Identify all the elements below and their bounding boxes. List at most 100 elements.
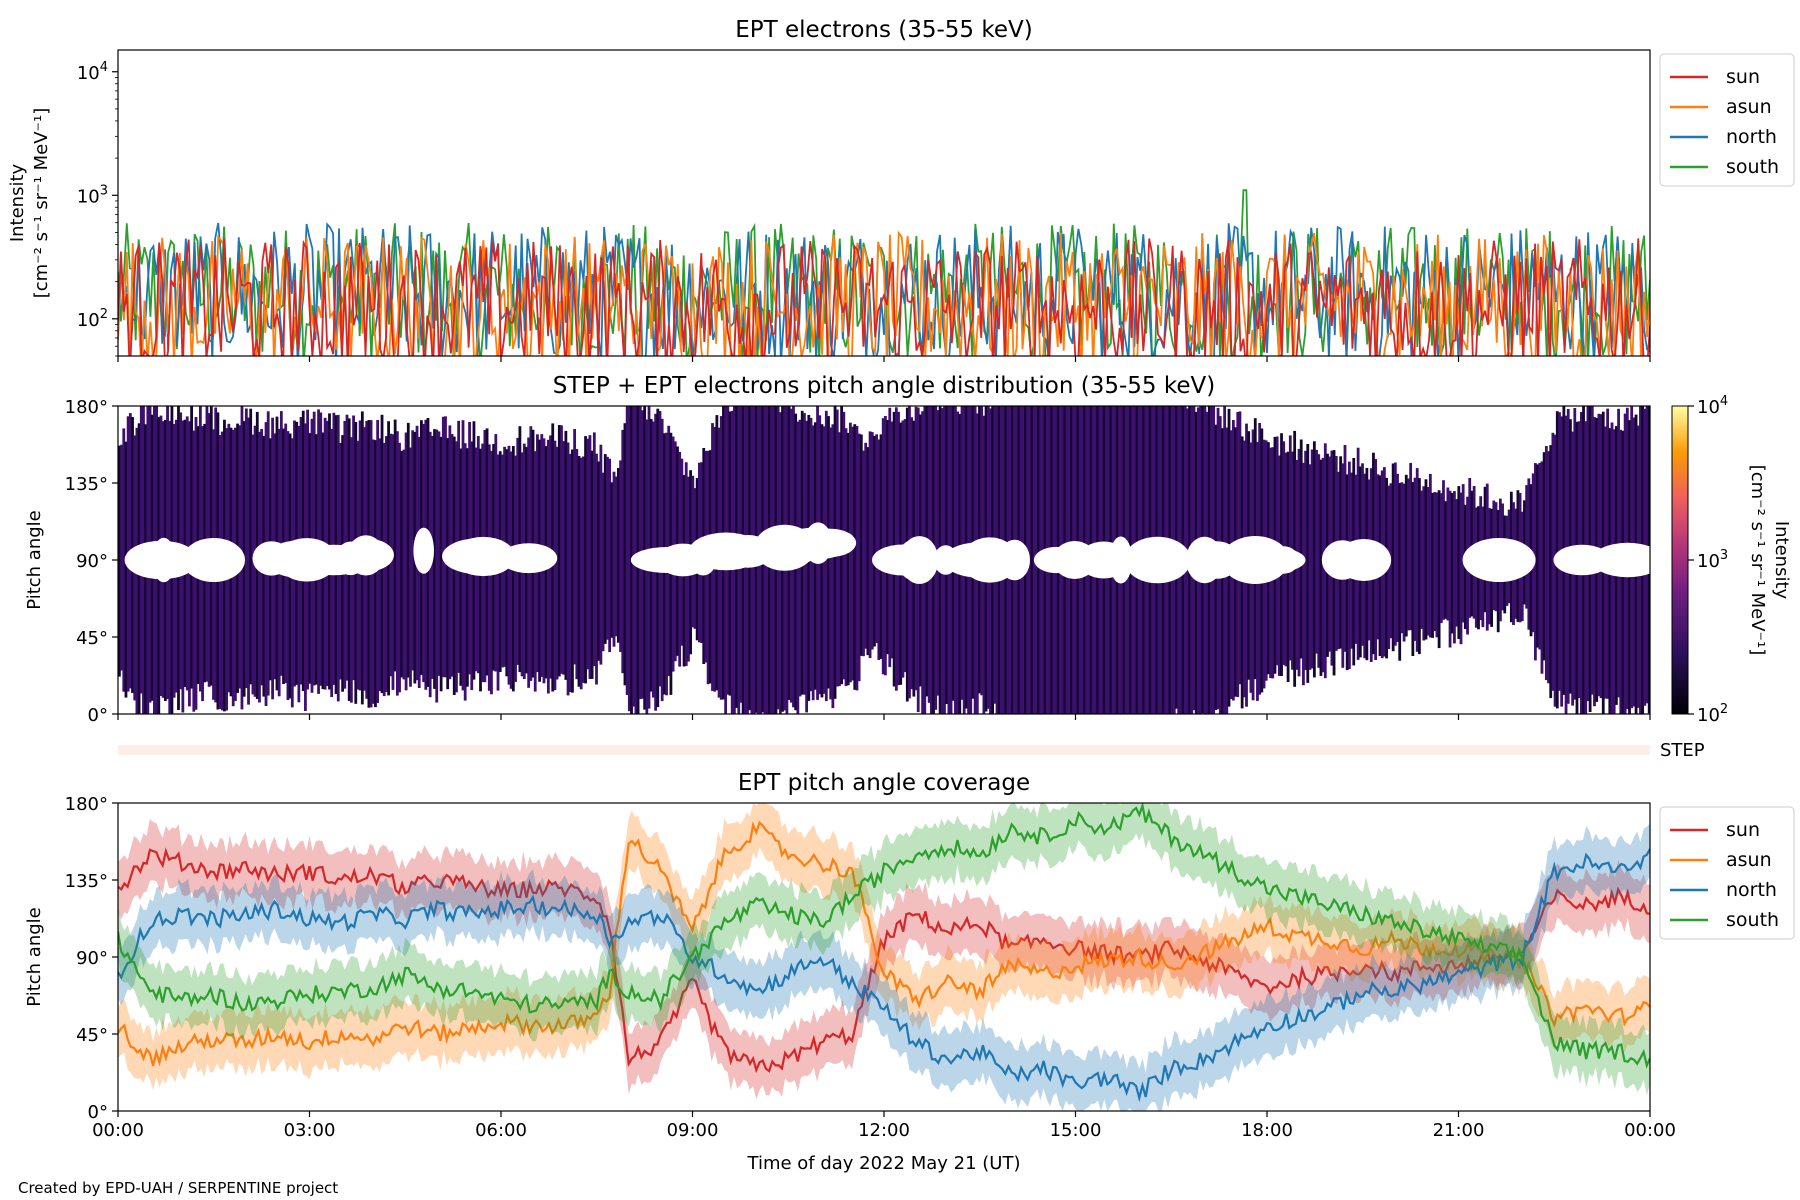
panel1-ylabel: Intensity (7, 163, 28, 242)
y-tick-label: 45° (76, 628, 108, 649)
panel3-x-ticks: 00:00 03:00 06:00 09:00 12:00 15:00 18:00 21:00… (92, 1111, 1676, 1141)
y-tick-label: 0° (88, 1102, 108, 1123)
pad-column (557, 425, 561, 677)
pad-gap (900, 536, 939, 584)
pad-column (1404, 474, 1408, 637)
pad-gap (152, 537, 176, 583)
pad-column (1453, 491, 1456, 644)
pad-column (1544, 446, 1548, 681)
pad-gap (500, 543, 558, 574)
pad-column (1306, 444, 1310, 683)
pad-column (597, 461, 601, 661)
pad-column (437, 431, 441, 676)
legend-label-sun: sun (1726, 66, 1760, 88)
pad-column (603, 454, 607, 644)
pad-column (124, 441, 128, 698)
pad-gap (944, 545, 998, 575)
pad-column (606, 456, 609, 640)
pad-column (829, 427, 833, 700)
colorbar-tick-label: 103 (1697, 548, 1728, 572)
pad-column (890, 421, 894, 659)
pad-gap (413, 527, 435, 574)
legend-label-south: south (1726, 909, 1779, 931)
pad-column (1418, 478, 1421, 655)
pad-column (625, 406, 629, 695)
pad-column (1400, 482, 1404, 634)
pad-column (435, 429, 439, 703)
pad-column (623, 423, 627, 686)
panel1-y-ticks: 102 103 104 (77, 60, 118, 357)
intensity-series-area (118, 189, 1650, 356)
legend-box (1659, 53, 1795, 187)
x-tick-label: 09:00 (667, 1120, 719, 1141)
pad-column (509, 451, 513, 689)
panel2-y-ticks: 0° 45° 90° 135° 180° (65, 397, 118, 726)
x-tick-label: 03:00 (284, 1120, 336, 1141)
x-tick-label: 21:00 (1433, 1120, 1485, 1141)
panel-step: STEP (118, 740, 1705, 761)
pad-column (870, 432, 874, 650)
pad-gap (1124, 536, 1191, 584)
pad-column (247, 417, 250, 705)
x-tick-label: 18:00 (1241, 1120, 1293, 1141)
pad-column (560, 425, 563, 674)
pad-column (1435, 492, 1439, 638)
pad-column (581, 456, 585, 683)
colorbar-tick-label: 102 (1697, 702, 1728, 726)
pad-gap (805, 528, 857, 558)
pad-column (888, 407, 892, 668)
pad-column (1540, 461, 1544, 674)
pad-gap (341, 538, 394, 572)
panel-pad: STEP + EPT electrons pitch angle distrib… (24, 373, 1792, 726)
panel2-x-ticks (117, 714, 1651, 720)
pad-gap (1553, 544, 1611, 576)
coverage-band-north (118, 823, 1650, 1111)
pad-column (877, 439, 881, 660)
pad-column (866, 447, 870, 656)
pad-column (879, 434, 883, 659)
panel3-y-ticks: 0° 45° 90° 135° 180° (65, 794, 118, 1123)
pad-column (1428, 473, 1432, 638)
pad-column (846, 432, 850, 686)
pad-column (579, 457, 583, 690)
pad-column (244, 408, 248, 688)
y-tick-label: 135° (65, 474, 108, 495)
y-tick-label: 104 (77, 60, 108, 84)
pad-gap (689, 532, 763, 571)
pad-column (1310, 449, 1314, 669)
pad-column (588, 435, 592, 679)
pad-column (599, 444, 603, 665)
pad-column (868, 431, 872, 659)
pad-column (1446, 487, 1450, 621)
legend-label-asun: asun (1726, 96, 1772, 118)
pad-heatmap (118, 406, 1650, 714)
pad-column (406, 422, 410, 678)
panel1-x-ticks (117, 356, 1651, 362)
pad-gap (276, 538, 338, 582)
panel2-title: STEP + EPT electrons pitch angle distrib… (553, 373, 1215, 399)
credit-footer: Created by EPD-UAH / SERPENTINE project (18, 1179, 338, 1197)
pad-column (619, 460, 622, 652)
coverage-line-asun (118, 820, 1650, 1067)
pad-column (391, 434, 395, 690)
coverage-line-north (118, 848, 1650, 1103)
pad-column (566, 442, 570, 696)
pad-column (1420, 490, 1423, 629)
pad-column (1459, 492, 1463, 645)
pad-gap (1462, 538, 1536, 582)
pad-column (844, 428, 848, 687)
pad-column (621, 429, 625, 674)
pad-column (595, 453, 598, 685)
pad-column (1422, 486, 1426, 641)
panel1-title: EPT electrons (35-55 keV) (735, 17, 1032, 43)
coverage-band-asun (118, 803, 1650, 1090)
pad-column (848, 422, 852, 683)
pad-column (120, 444, 123, 671)
panel3-title: EPT pitch angle coverage (738, 770, 1030, 796)
y-tick-label: 103 (77, 183, 108, 207)
pad-gap (1109, 536, 1133, 584)
pad-column (612, 471, 616, 647)
pad-column (1457, 486, 1461, 639)
legend-label-north: north (1726, 879, 1777, 901)
x-tick-label: 00:00 (1624, 1120, 1676, 1141)
